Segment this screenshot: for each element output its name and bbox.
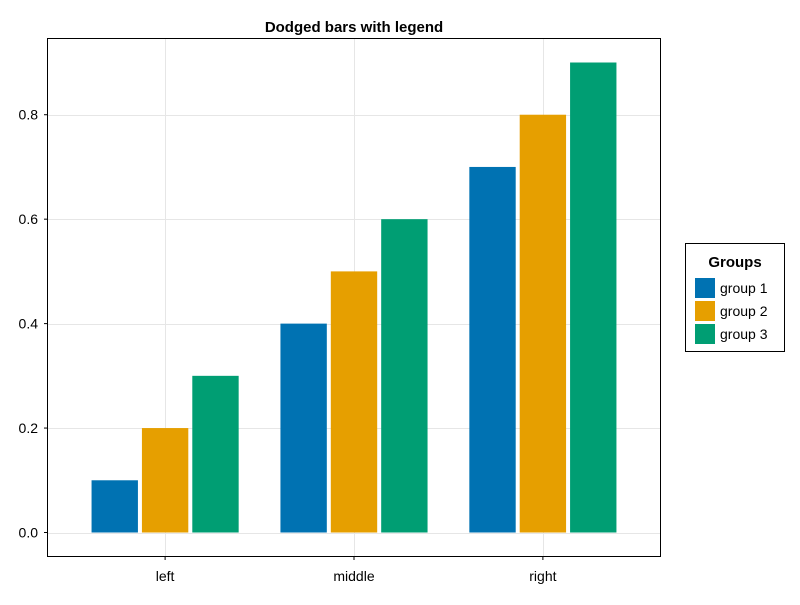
y-tick-label: 0.4	[19, 316, 39, 332]
y-tick-label: 0.6	[19, 211, 39, 227]
legend-swatch-group-2	[695, 301, 715, 321]
bar-middle-group-3	[381, 219, 428, 533]
y-tick-label: 0.8	[19, 107, 39, 123]
legend-title: Groups	[708, 254, 761, 271]
bar-left-group-1	[91, 480, 138, 533]
y-tick-label: 0.2	[19, 420, 39, 436]
legend-swatch-group-1	[695, 278, 715, 298]
bar-right-group-1	[469, 166, 516, 533]
x-tick-label: right	[529, 568, 556, 584]
legend-label: group 2	[720, 303, 768, 319]
bar-left-group-2	[141, 428, 189, 533]
bar-right-group-2	[519, 114, 567, 533]
legend: Groups group 1 group 2 group 3	[685, 243, 785, 352]
bar-middle-group-1	[280, 323, 327, 533]
legend-label: group 1	[720, 280, 768, 296]
bars	[91, 62, 617, 533]
x-tick-label: left	[156, 568, 175, 584]
legend-entries: group 1 group 2 group 3	[695, 278, 768, 344]
legend-swatch-group-3	[695, 324, 715, 344]
y-tick-label: 0.0	[19, 525, 39, 541]
bar-right-group-3	[570, 62, 617, 533]
bar-middle-group-2	[330, 271, 378, 533]
x-axis-ticks: left middle right	[156, 556, 557, 584]
x-tick-label: middle	[333, 568, 374, 584]
bar-left-group-3	[192, 375, 239, 533]
chart-title: Dodged bars with legend	[265, 19, 443, 36]
legend-label: group 3	[720, 326, 768, 342]
y-axis-ticks: 0.0 0.2 0.4 0.6 0.8	[19, 107, 48, 541]
